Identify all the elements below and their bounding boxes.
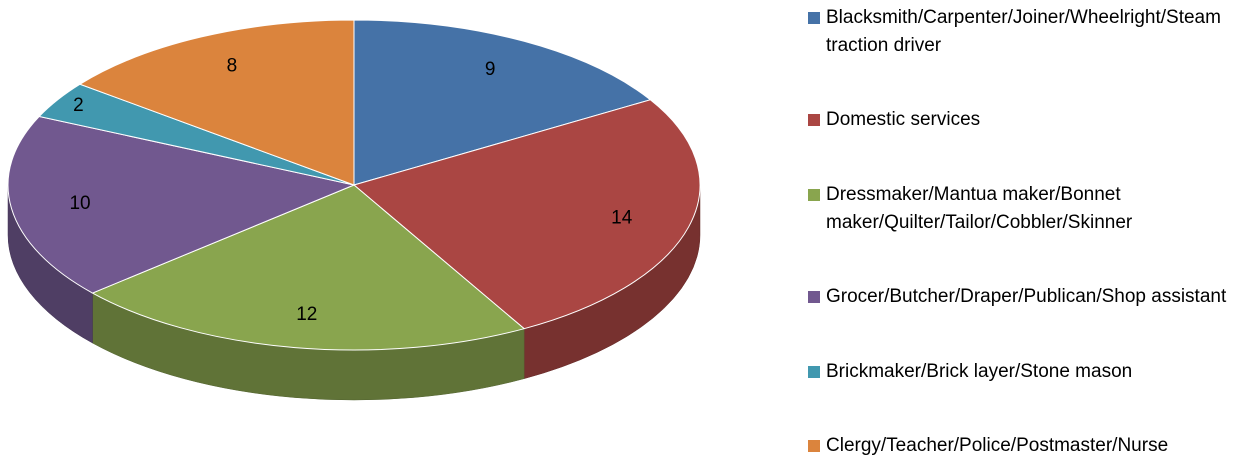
data-label: 10 (69, 193, 90, 214)
data-label: 12 (296, 304, 317, 325)
legend-label: Dressmaker/Mantua maker/Bonnet maker/Qui… (826, 183, 1133, 233)
data-label: 9 (485, 59, 496, 80)
slice (78, 19, 355, 186)
legend-label: Brickmaker/Brick layer/Stone mason (826, 360, 1133, 382)
legend-swatch (808, 188, 820, 201)
legend-label: Blacksmith/Carpenter/Joiner/Wheelright/S… (826, 7, 1221, 56)
legend-item: Grocer/Butcher/Draper/Publican/Shop assi… (808, 283, 1248, 311)
pie-area: 9 14 12 10 2 8 (7, 19, 701, 401)
legend-item: Blacksmith/Carpenter/Joiner/Wheelright/S… (808, 4, 1248, 60)
pie-tops (7, 19, 701, 351)
legend: Blacksmith/Carpenter/Joiner/Wheelright/S… (808, 4, 1248, 460)
legend-swatch (808, 12, 820, 24)
legend-swatch (808, 365, 820, 378)
legend-swatch (808, 114, 820, 127)
legend-swatch (808, 291, 820, 304)
legend-swatch (808, 439, 820, 452)
data-label: 14 (611, 208, 633, 229)
data-label: 8 (227, 56, 238, 77)
legend-label: Domestic services (826, 109, 981, 131)
legend-item: Dressmaker/Mantua maker/Bonnet maker/Qui… (808, 181, 1248, 237)
legend-item: Clergy/Teacher/Police/Postmaster/Nurse (808, 432, 1248, 460)
slice (353, 19, 652, 186)
slice (352, 99, 701, 330)
slice (91, 184, 526, 351)
legend-label: Clergy/Teacher/Police/Postmaster/Nurse (826, 434, 1169, 456)
legend-item: Domestic services (808, 106, 1248, 134)
legend-item: Brickmaker/Brick layer/Stone mason (808, 358, 1248, 386)
legend-label: Grocer/Butcher/Draper/Publican/Shop assi… (826, 286, 1227, 308)
slice (7, 115, 356, 294)
data-label: 2 (73, 95, 84, 116)
